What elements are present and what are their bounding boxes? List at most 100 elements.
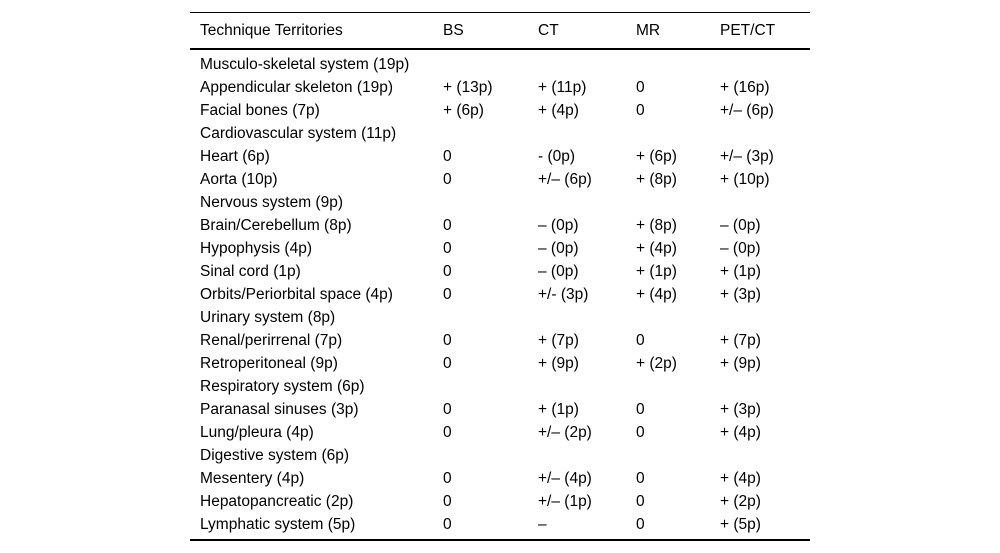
value-cell: 0 — [443, 469, 452, 487]
value-cell: + (4p) — [720, 469, 761, 487]
table-row: Retroperitoneal (9p) 0 + (9p) + (2p) + (9p) — [190, 352, 810, 375]
value-cell: +/– (2p) — [538, 423, 592, 441]
table-row: Hepatopancreatic (2p) 0 +/– (1p) 0 + (2p) — [190, 490, 810, 513]
table-row: Renal/perirrenal (7p) 0 + (7p) 0 + (7p) — [190, 329, 810, 352]
row-label-cell: Hypophysis (4p) — [200, 239, 312, 257]
value-cell: 0 — [443, 147, 452, 165]
value-cell — [443, 375, 538, 398]
group-row: Cardiovascular system (11p) — [190, 122, 810, 145]
value-cell: 0 — [443, 262, 452, 280]
table-body: Musculo-skeletal system (19p) Appendicula… — [190, 49, 810, 540]
value-cell: + (8p) — [636, 216, 677, 234]
value-cell: + (4p) — [720, 423, 761, 441]
value-cell — [443, 49, 538, 76]
table-row: Mesentery (4p) 0 +/– (4p) 0 + (4p) — [190, 467, 810, 490]
group-row: Musculo-skeletal system (19p) — [190, 49, 810, 76]
value-cell: 0 — [636, 423, 645, 441]
value-cell: + (1p) — [636, 262, 677, 280]
table-header-row: Technique Territories BS CT MR PET/CT — [190, 13, 810, 49]
group-row: Respiratory system (6p) — [190, 375, 810, 398]
row-label-cell: Facial bones (7p) — [200, 101, 320, 119]
row-label-cell: Heart (6p) — [200, 147, 270, 165]
value-cell: 0 — [443, 354, 452, 372]
value-cell — [443, 306, 538, 329]
value-cell: +/– (6p) — [538, 170, 592, 188]
value-cell: 0 — [443, 423, 452, 441]
row-label-cell: Lymphatic system (5p) — [200, 515, 356, 533]
column-header-bs: BS — [443, 21, 464, 39]
value-cell: + (3p) — [720, 285, 761, 303]
value-cell: - (0p) — [538, 147, 576, 165]
value-cell — [636, 306, 720, 329]
value-cell: 0 — [636, 101, 645, 119]
value-cell: + (7p) — [720, 331, 761, 349]
table-row: Heart (6p) 0 - (0p) + (6p) +/– (3p) — [190, 145, 810, 168]
table-row: Sinal cord (1p) 0 – (0p) + (1p) + (1p) — [190, 260, 810, 283]
value-cell: +/– (3p) — [720, 147, 774, 165]
row-label-cell: Appendicular skeleton (19p) — [200, 78, 394, 96]
value-cell: – (0p) — [538, 262, 579, 280]
value-cell — [443, 444, 538, 467]
value-cell — [538, 306, 636, 329]
value-cell: + (2p) — [636, 354, 677, 372]
value-cell — [538, 49, 636, 76]
value-cell — [636, 122, 720, 145]
row-label-cell: Mesentery (4p) — [200, 469, 305, 487]
value-cell: + (4p) — [538, 101, 579, 119]
row-label-cell: Digestive system (6p) — [200, 446, 350, 464]
value-cell — [636, 191, 720, 214]
value-cell: 0 — [636, 78, 645, 96]
row-label-cell: Renal/perirrenal (7p) — [200, 331, 343, 349]
value-cell: 0 — [443, 285, 452, 303]
column-header-ct: CT — [538, 21, 559, 39]
value-cell: 0 — [443, 492, 452, 510]
row-label-cell: Musculo-skeletal system (19p) — [200, 55, 410, 73]
value-cell — [720, 444, 810, 467]
row-label-cell: Cardiovascular system (11p) — [200, 124, 397, 142]
value-cell: 0 — [636, 515, 645, 533]
value-cell: 0 — [636, 492, 645, 510]
value-cell: – (0p) — [720, 239, 761, 257]
table-row: Lymphatic system (5p) 0 – 0 + (5p) — [190, 513, 810, 540]
value-cell: + (1p) — [720, 262, 761, 280]
column-header-technique-territories: Technique Territories — [200, 21, 343, 39]
group-row: Nervous system (9p) — [190, 191, 810, 214]
value-cell: 0 — [636, 400, 645, 418]
row-label-cell: Retroperitoneal (9p) — [200, 354, 338, 372]
value-cell: + (9p) — [538, 354, 579, 372]
value-cell: + (4p) — [636, 285, 677, 303]
value-cell: +/– (4p) — [538, 469, 592, 487]
technique-territories-table: Technique Territories BS CT MR PET/CT Mu… — [190, 12, 810, 541]
group-row: Digestive system (6p) — [190, 444, 810, 467]
group-row: Urinary system (8p) — [190, 306, 810, 329]
value-cell — [720, 49, 810, 76]
value-cell: 0 — [443, 515, 452, 533]
value-cell: + (6p) — [443, 101, 484, 119]
table-row: Paranasal sinuses (3p) 0 + (1p) 0 + (3p) — [190, 398, 810, 421]
value-cell: + (13p) — [443, 78, 493, 96]
table-row: Appendicular skeleton (19p) + (13p) + (11p… — [190, 76, 810, 99]
value-cell: 0 — [443, 400, 452, 418]
value-cell — [720, 306, 810, 329]
value-cell: + (6p) — [636, 147, 677, 165]
table-row: Aorta (10p) 0 +/– (6p) + (8p) + (10p) — [190, 168, 810, 191]
row-label-cell: Hepatopancreatic (2p) — [200, 492, 354, 510]
value-cell — [636, 375, 720, 398]
value-cell: 0 — [443, 170, 452, 188]
value-cell: – — [538, 515, 547, 533]
value-cell — [720, 122, 810, 145]
row-label-cell: Brain/Cerebellum (8p) — [200, 216, 352, 234]
value-cell: + (2p) — [720, 492, 761, 510]
value-cell: +/- (3p) — [538, 285, 589, 303]
value-cell: + (11p) — [538, 78, 587, 96]
row-label-cell: Respiratory system (6p) — [200, 377, 365, 395]
row-label-cell: Paranasal sinuses (3p) — [200, 400, 359, 418]
row-label-cell: Lung/pleura (4p) — [200, 423, 314, 441]
value-cell: + (9p) — [720, 354, 761, 372]
value-cell: 0 — [443, 239, 452, 257]
value-cell: + (3p) — [720, 400, 761, 418]
value-cell — [636, 444, 720, 467]
value-cell: + (4p) — [636, 239, 677, 257]
value-cell — [538, 375, 636, 398]
row-label-cell: Sinal cord (1p) — [200, 262, 301, 280]
